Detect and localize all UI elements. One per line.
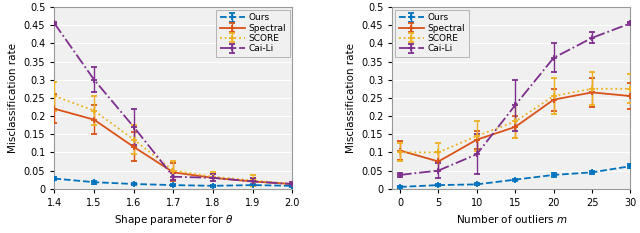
- Legend: Ours, Spectral, SCORE, Cai-Li: Ours, Spectral, SCORE, Cai-Li: [216, 10, 290, 57]
- X-axis label: Number of outliers $m$: Number of outliers $m$: [456, 213, 567, 225]
- X-axis label: Shape parameter for $\theta$: Shape parameter for $\theta$: [114, 213, 233, 227]
- Y-axis label: Misclassification rate: Misclassification rate: [8, 43, 18, 153]
- Legend: Ours, Spectral, SCORE, Cai-Li: Ours, Spectral, SCORE, Cai-Li: [395, 10, 469, 57]
- Y-axis label: Misclassification rate: Misclassification rate: [346, 43, 356, 153]
